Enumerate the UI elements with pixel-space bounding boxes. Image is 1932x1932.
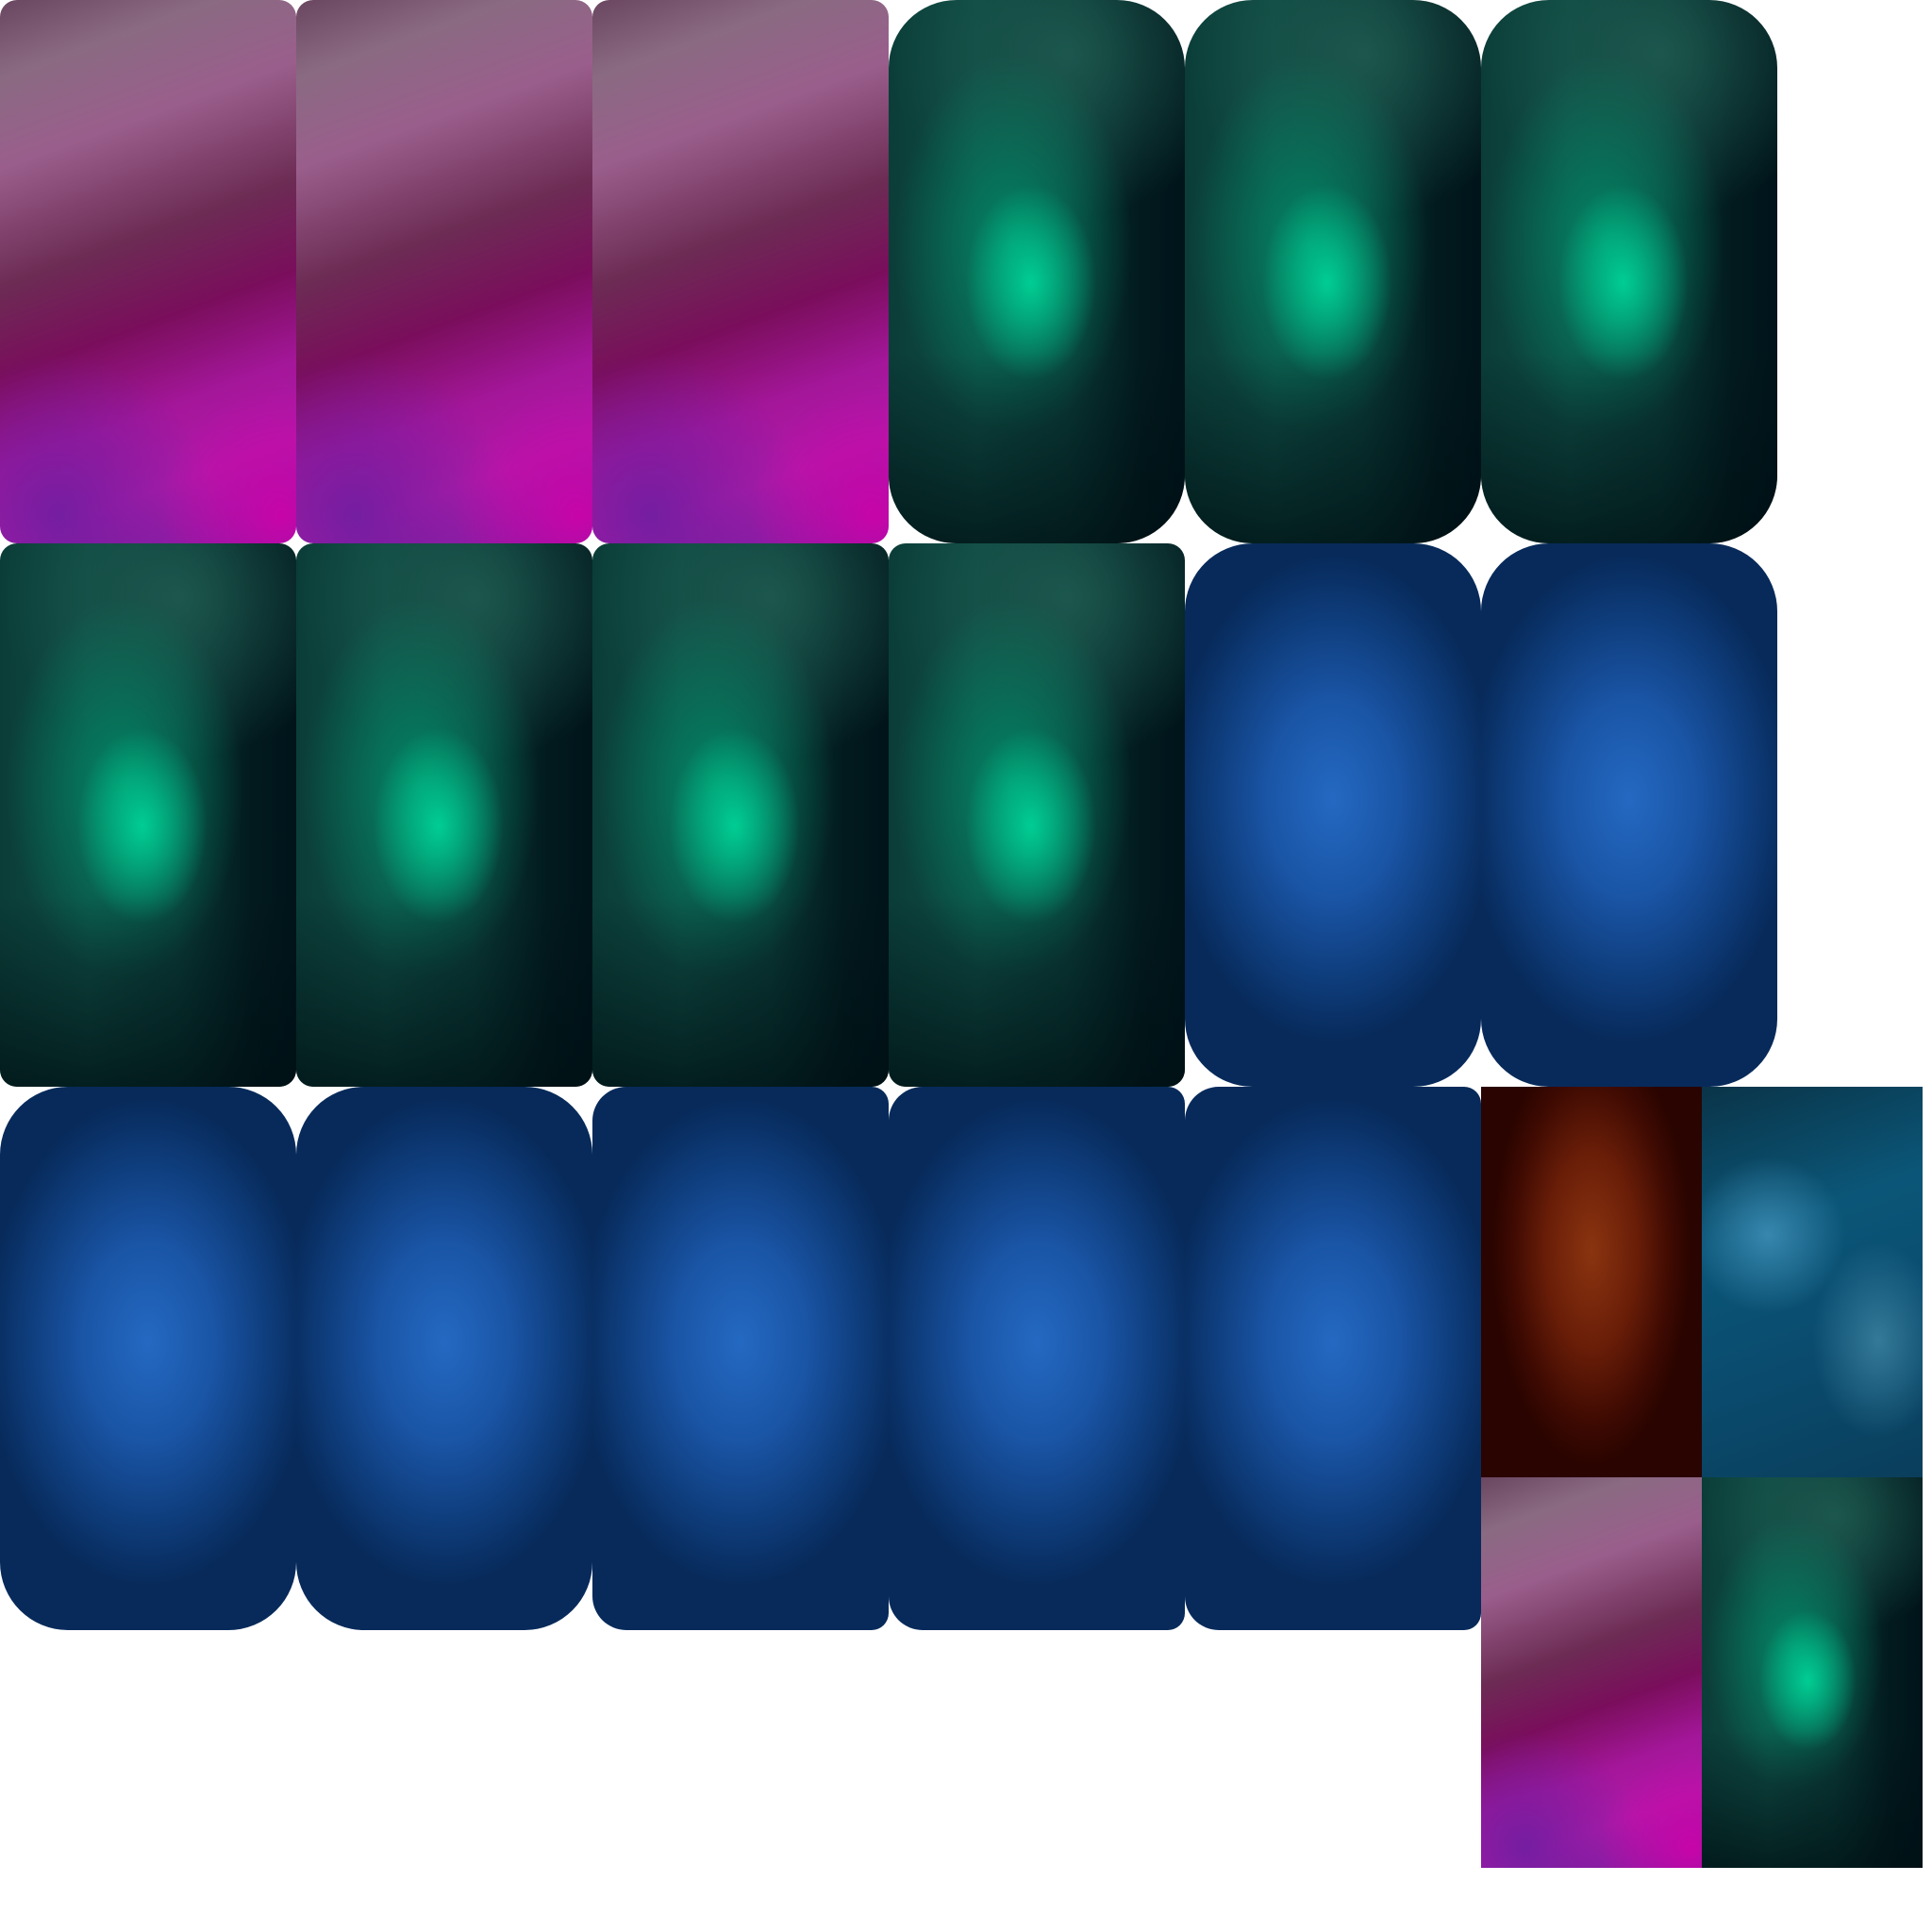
card-teal-1 xyxy=(889,0,1185,543)
card-blue-7 xyxy=(1185,1087,1481,1630)
card-blue-3 xyxy=(0,1087,296,1630)
swatch-ocean xyxy=(1702,1087,1923,1477)
card-teal-4 xyxy=(0,543,296,1087)
card-teal-5 xyxy=(296,543,592,1087)
card-magenta-2 xyxy=(296,0,592,543)
card-blue-2 xyxy=(1481,543,1777,1087)
card-blue-6 xyxy=(889,1087,1185,1630)
card-blue-4 xyxy=(296,1087,592,1630)
swatch-rust xyxy=(1481,1087,1702,1477)
card-magenta-1 xyxy=(0,0,296,543)
card-teal-6 xyxy=(592,543,889,1087)
card-teal-7 xyxy=(889,543,1185,1087)
card-teal-2 xyxy=(1185,0,1481,543)
swatch-magenta xyxy=(1481,1477,1702,1868)
card-blue-1 xyxy=(1185,543,1481,1087)
card-blue-5 xyxy=(592,1087,889,1630)
swatch-teal xyxy=(1702,1477,1923,1868)
card-teal-3 xyxy=(1481,0,1777,543)
card-magenta-3 xyxy=(592,0,889,543)
